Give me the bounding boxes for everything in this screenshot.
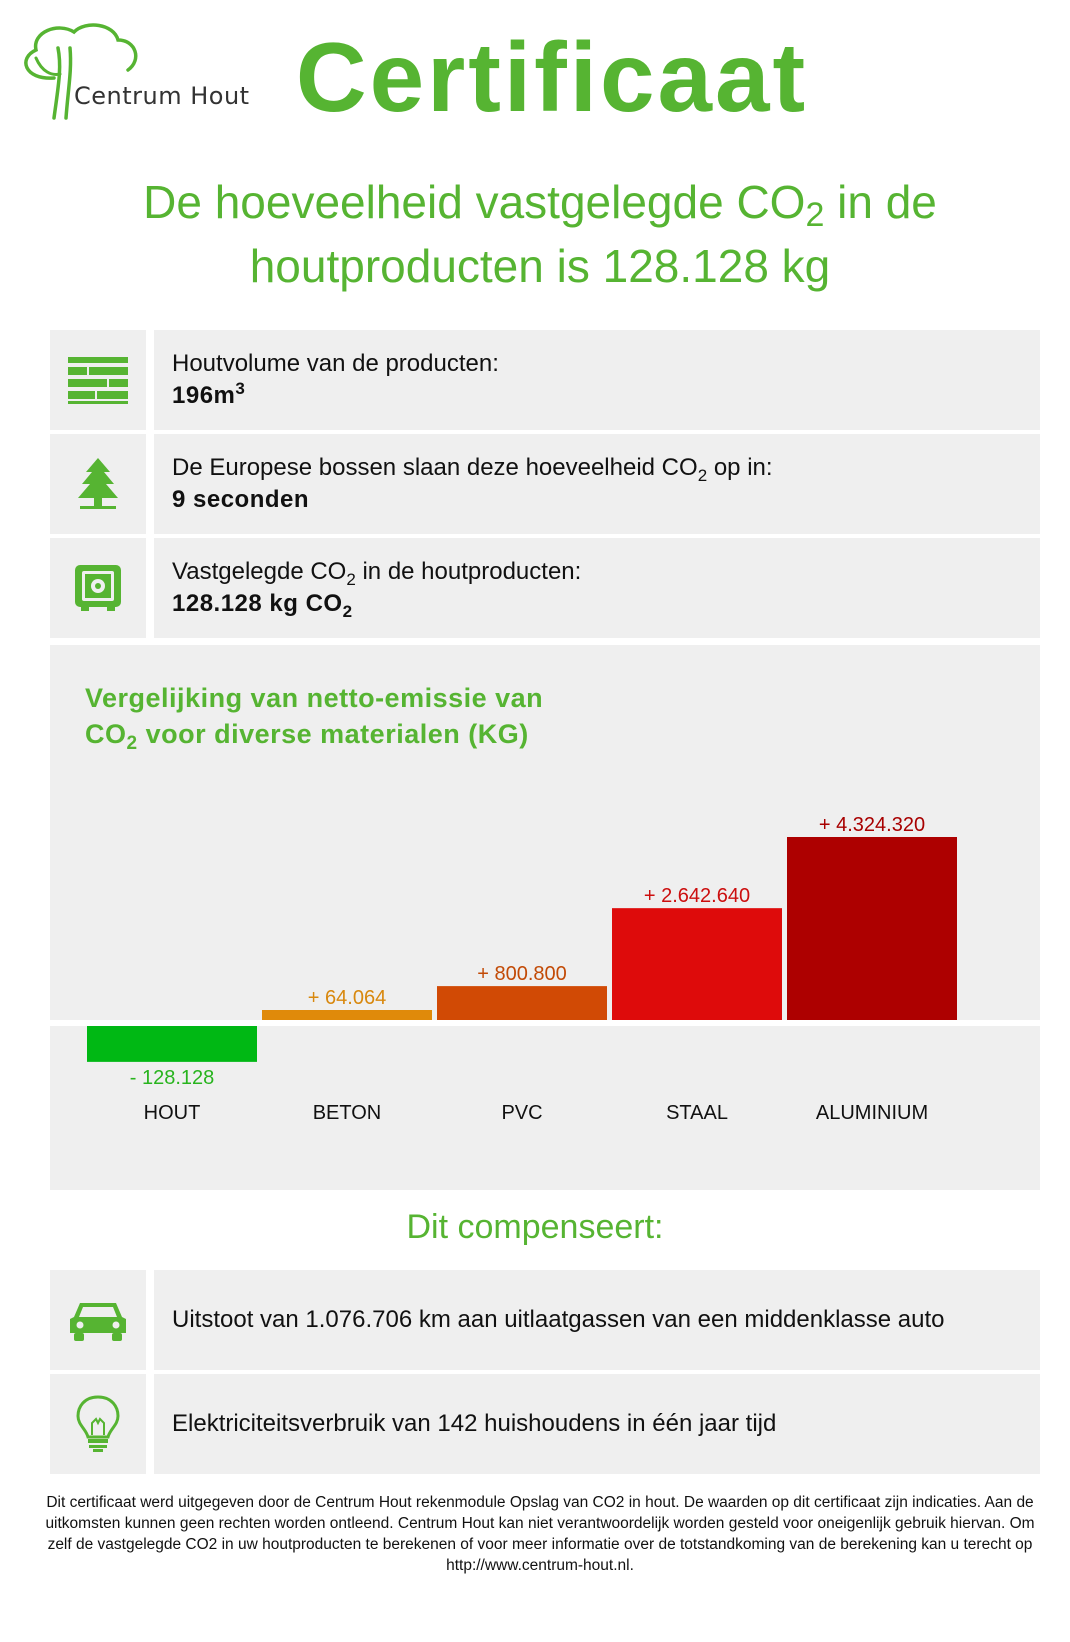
offset-row-car: Uitstoot van 1.076.706 km aan uitlaatgas… xyxy=(50,1270,1040,1370)
logo-text: Centrum Hout xyxy=(74,82,250,110)
bar-pvc xyxy=(437,986,607,1020)
stat-value: 128.128 kg CO2 xyxy=(172,590,353,621)
category-label-staal: STAAL xyxy=(666,1102,728,1124)
footnote: Dit certificaat werd uitgegeven door de … xyxy=(45,1494,1035,1574)
car-icon xyxy=(50,1270,146,1370)
offset-content-car: Uitstoot van 1.076.706 km aan uitlaatgas… xyxy=(154,1270,1040,1370)
headline-line-1: De hoeveelheid vastgelegde CO2 in de xyxy=(143,176,937,234)
category-label-beton: BETON xyxy=(313,1102,382,1124)
offset-content-bulb: Elektriciteitsverbruik van 142 huishoude… xyxy=(154,1374,1040,1474)
page-title: Certificaat xyxy=(295,22,809,132)
bar-aluminium xyxy=(787,837,957,1020)
bar-beton xyxy=(262,1010,432,1020)
data-label-beton: + 64.064 xyxy=(308,987,386,1009)
category-label-hout: HOUT xyxy=(144,1102,201,1124)
offset-row-bulb: Elektriciteitsverbruik van 142 huishoude… xyxy=(50,1374,1040,1474)
category-label-pvc: PVC xyxy=(501,1102,542,1124)
headline-line-2: houtproducten is 128.128 kg xyxy=(249,240,831,292)
category-label-aluminium: ALUMINIUM xyxy=(816,1102,928,1124)
data-label-hout: - 128.128 xyxy=(130,1067,215,1089)
bar-hout xyxy=(87,1026,257,1062)
data-label-staal: + 2.642.640 xyxy=(644,885,750,907)
data-label-aluminium: + 4.324.320 xyxy=(819,814,925,836)
centrum-hout-logo xyxy=(14,18,254,122)
stat-value: 9 seconden xyxy=(172,486,310,513)
tree-icon xyxy=(50,434,146,534)
stat-value: 196m3 xyxy=(172,379,246,409)
stat-label: Houtvolume van de producten: xyxy=(172,350,499,377)
stat-content-stored: Vastgelegde CO2 in de houtproducten: 128… xyxy=(154,538,1040,638)
stat-row-forest: De Europese bossen slaan deze hoeveelhei… xyxy=(50,434,1040,534)
headline: De hoeveelheid vastgelegde CO2 in de hou… xyxy=(60,170,1020,298)
chart-title: Vergelijking van netto-emissie van CO2 v… xyxy=(85,683,544,754)
chart-baseline xyxy=(50,1020,1040,1026)
offset-text: Elektriciteitsverbruik van 142 huishoude… xyxy=(172,1410,777,1437)
bar-staal xyxy=(612,908,782,1020)
stat-label: Vastgelegde CO2 in de houtproducten: xyxy=(172,558,582,589)
emission-chart-panel: Vergelijking van netto-emissie van CO2 v… xyxy=(50,645,1040,1190)
tree-logo-icon xyxy=(24,23,138,120)
lightbulb-icon xyxy=(50,1374,146,1474)
stat-content-volume: Houtvolume van de producten: 196m3 xyxy=(154,330,1040,430)
emission-bar-chart: - 128.128 HOUT + 64.064 BETON + 800.800 PVC + … xyxy=(50,814,1040,1124)
data-label-pvc: + 800.800 xyxy=(477,963,567,985)
stat-row-volume: Houtvolume van de producten: 196m3 xyxy=(50,330,1040,430)
safe-icon xyxy=(50,538,146,638)
offset-text: Uitstoot van 1.076.706 km aan uitlaatgas… xyxy=(172,1306,945,1333)
stat-row-stored: Vastgelegde CO2 in de houtproducten: 128… xyxy=(50,538,1040,638)
compensates-heading: Dit compenseert: xyxy=(406,1208,664,1246)
stat-content-forest: De Europese bossen slaan deze hoeveelhei… xyxy=(154,434,1040,534)
stat-label: De Europese bossen slaan deze hoeveelhei… xyxy=(172,454,773,485)
wood-stack-icon xyxy=(50,330,146,430)
